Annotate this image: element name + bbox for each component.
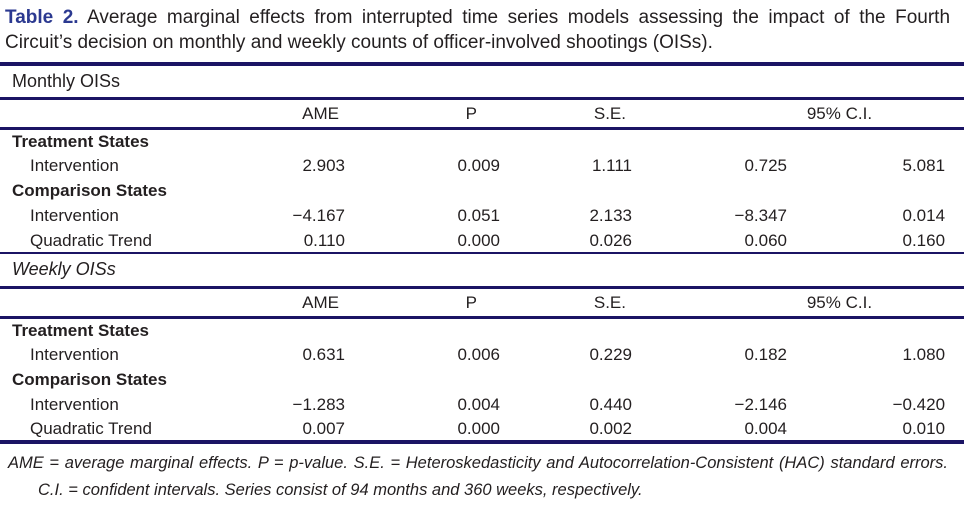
cell-ame: −1.283 [292, 395, 345, 414]
cell-p: 0.009 [457, 156, 500, 175]
empty-header-cell [0, 287, 240, 319]
cell-ci-low: 0.004 [637, 417, 792, 444]
table-row: Intervention −1.283 0.004 0.440 −2.146 −… [0, 392, 964, 417]
column-header-ci: 95% C.I. [637, 98, 964, 130]
cell-ci-high: 0.010 [792, 417, 964, 444]
group-label: Treatment States [12, 131, 149, 151]
table-row: Intervention 0.631 0.006 0.229 0.182 1.0… [0, 342, 964, 367]
cell-ci-high: 5.081 [902, 156, 946, 175]
cell-se: 0.026 [505, 228, 637, 254]
table-number-label: Table 2. [5, 7, 79, 28]
table-row: Quadratic Trend 0.110 0.000 0.026 0.060 … [0, 228, 964, 254]
cell-ci-low: 0.060 [637, 228, 792, 254]
row-label: Intervention [30, 395, 119, 414]
column-header-se: S.E. [505, 98, 637, 130]
column-header-ame: AME [240, 98, 350, 130]
group-header-row: Treatment States [0, 317, 964, 342]
group-header-row: Treatment States [0, 128, 964, 153]
table-footnote: AME = average marginal effects. P = p-va… [0, 444, 964, 504]
group-label: Comparison States [12, 370, 167, 389]
row-label: Intervention [30, 156, 119, 175]
empty-header-cell [0, 98, 240, 130]
section-header-weekly: Weekly OISs [0, 253, 964, 289]
cell-ame: −4.167 [292, 206, 345, 225]
cell-p: 0.006 [457, 345, 500, 364]
cell-se: 0.229 [589, 345, 632, 364]
column-header-ci: 95% C.I. [637, 287, 964, 319]
column-header-p: P [350, 287, 505, 319]
cell-ame: 0.110 [240, 228, 350, 254]
cell-se: 0.440 [589, 395, 632, 414]
cell-ame: 0.631 [302, 345, 345, 364]
group-header-row: Comparison States [0, 178, 964, 203]
cell-ci-low: −2.146 [734, 395, 787, 414]
table-caption-text: Average marginal effects from interrupte… [5, 7, 951, 53]
row-label: Quadratic Trend [0, 228, 240, 254]
results-table: Monthly OISs AME P S.E. 95% C.I. Treatme… [0, 62, 964, 444]
cell-p: 0.051 [457, 206, 500, 225]
cell-ci-low: 0.182 [744, 345, 787, 364]
column-header-row: AME P S.E. 95% C.I. [0, 98, 964, 130]
table-caption: Table 2. Average marginal effects from i… [0, 0, 964, 62]
cell-se: 1.111 [591, 156, 632, 175]
cell-se: 2.133 [589, 206, 632, 225]
cell-ci-low: −8.347 [734, 206, 787, 225]
row-label: Intervention [30, 206, 119, 225]
table-row: Quadratic Trend 0.007 0.000 0.002 0.004 … [0, 417, 964, 444]
cell-p: 0.004 [457, 395, 500, 414]
cell-se: 0.002 [505, 417, 637, 444]
section-label: Monthly OISs [0, 64, 964, 100]
cell-ci-high: 0.014 [902, 206, 946, 225]
section-label: Weekly OISs [0, 253, 964, 289]
cell-ame: 0.007 [240, 417, 350, 444]
table-row: Intervention 2.903 0.009 1.111 0.725 5.0… [0, 153, 964, 178]
footnote-text: AME = average marginal effects. P = p-va… [8, 454, 948, 499]
cell-ci-low: 0.725 [744, 156, 787, 175]
cell-ci-high: 1.080 [902, 345, 946, 364]
cell-p: 0.000 [350, 417, 505, 444]
group-header-row: Comparison States [0, 367, 964, 392]
table-row: Intervention −4.167 0.051 2.133 −8.347 0… [0, 203, 964, 228]
section-header-monthly: Monthly OISs [0, 64, 964, 100]
cell-ci-high: −0.420 [892, 395, 946, 414]
row-label: Intervention [30, 345, 119, 364]
column-header-se: S.E. [505, 287, 637, 319]
cell-ci-high: 0.160 [792, 228, 964, 254]
column-header-ame: AME [240, 287, 350, 319]
cell-p: 0.000 [350, 228, 505, 254]
group-label: Treatment States [12, 320, 149, 340]
group-label: Comparison States [12, 181, 167, 200]
column-header-p: P [350, 98, 505, 130]
row-label: Quadratic Trend [0, 417, 240, 444]
column-header-row: AME P S.E. 95% C.I. [0, 287, 964, 319]
cell-ame: 2.903 [302, 156, 345, 175]
